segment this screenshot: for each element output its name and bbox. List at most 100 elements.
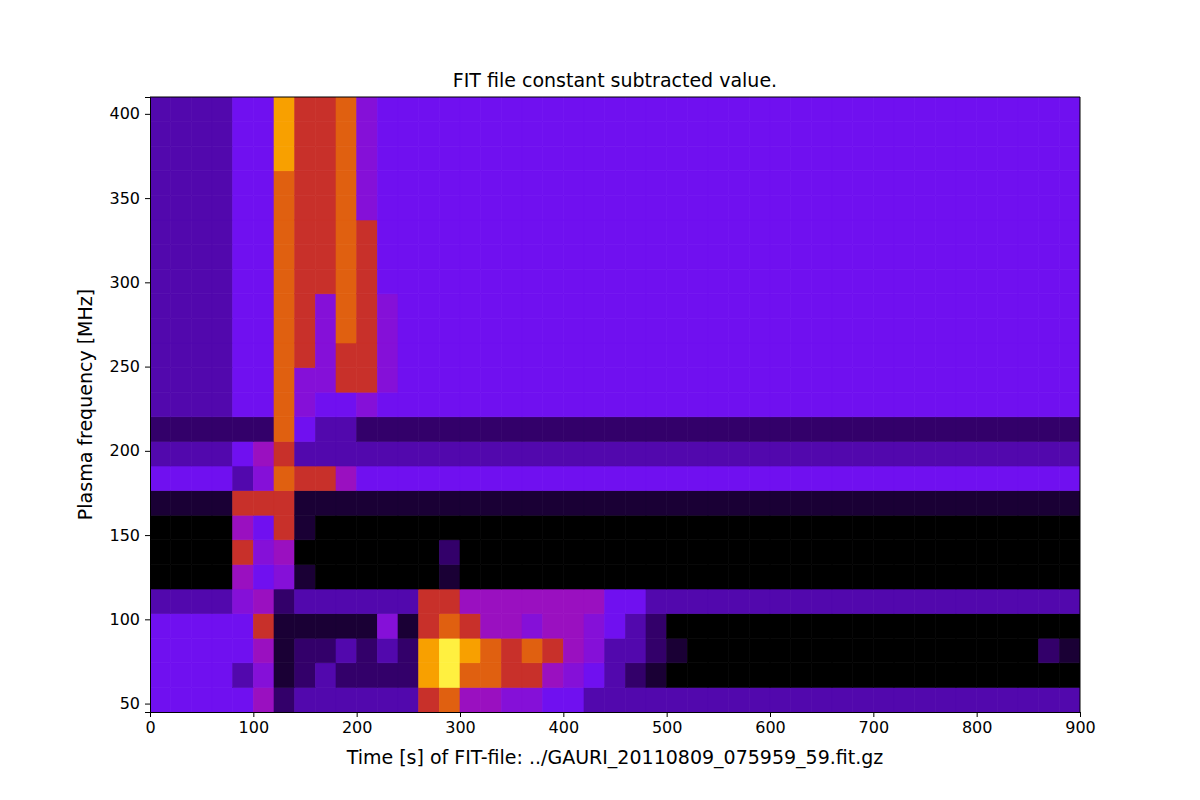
cell [667,343,688,368]
cell [646,540,667,565]
cell [543,318,564,343]
cell [336,663,357,688]
cell [171,220,192,245]
cell [873,146,894,171]
cell [1059,195,1080,220]
cell [687,195,708,220]
cell [708,195,729,220]
cell [563,466,584,491]
cell [377,294,398,319]
cell [584,614,605,639]
cell [811,392,832,417]
cell [894,491,915,516]
cell [915,220,936,245]
cell [253,368,274,393]
cell [1039,368,1060,393]
cell [915,540,936,565]
cell [853,220,874,245]
cell [274,294,295,319]
cell [419,269,440,294]
cell [770,171,791,196]
cell [171,589,192,614]
cell [853,392,874,417]
cell [687,663,708,688]
cell [253,417,274,442]
cell [439,343,460,368]
cell [377,663,398,688]
cell [233,515,254,540]
cell [997,515,1018,540]
cell [667,97,688,122]
cell [729,687,750,712]
cell [398,294,419,319]
cell [708,269,729,294]
cell [481,638,502,663]
cell [770,515,791,540]
cell [543,122,564,147]
cell [791,318,812,343]
cell [956,589,977,614]
cell [357,220,378,245]
cell [811,564,832,589]
cell [915,343,936,368]
cell [274,368,295,393]
cell [956,220,977,245]
tick-label: 400 [549,718,580,737]
cell [749,122,770,147]
cell [687,146,708,171]
cell [357,318,378,343]
cell [584,269,605,294]
cell [501,392,522,417]
cell [171,392,192,417]
cell [398,663,419,688]
cell [708,392,729,417]
cell [336,540,357,565]
cell [729,614,750,639]
cell [708,564,729,589]
cell [191,392,212,417]
cell [563,122,584,147]
cell [853,589,874,614]
cell [191,146,212,171]
cell [1018,441,1039,466]
cell [233,466,254,491]
cell [377,564,398,589]
cell [501,441,522,466]
cell [667,638,688,663]
cell [770,540,791,565]
cell [563,392,584,417]
cell [997,441,1018,466]
tick-mark [145,704,150,705]
cell [894,195,915,220]
cell [1039,294,1060,319]
cell [873,171,894,196]
cell [212,564,233,589]
cell [1018,343,1039,368]
cell [667,540,688,565]
cell [873,441,894,466]
cell [915,97,936,122]
cell [997,687,1018,712]
cell [398,614,419,639]
cell [212,294,233,319]
cell [791,171,812,196]
cell [997,638,1018,663]
cell [336,564,357,589]
cell [791,368,812,393]
cell [315,515,336,540]
cell [191,638,212,663]
cell [1039,343,1060,368]
cell [977,269,998,294]
cell [749,269,770,294]
cell [853,146,874,171]
cell [150,122,171,147]
cell [295,638,316,663]
cell [625,294,646,319]
cell [749,294,770,319]
cell [729,318,750,343]
cell [336,466,357,491]
cell [295,294,316,319]
cell [522,220,543,245]
cell [150,441,171,466]
cell [295,491,316,516]
